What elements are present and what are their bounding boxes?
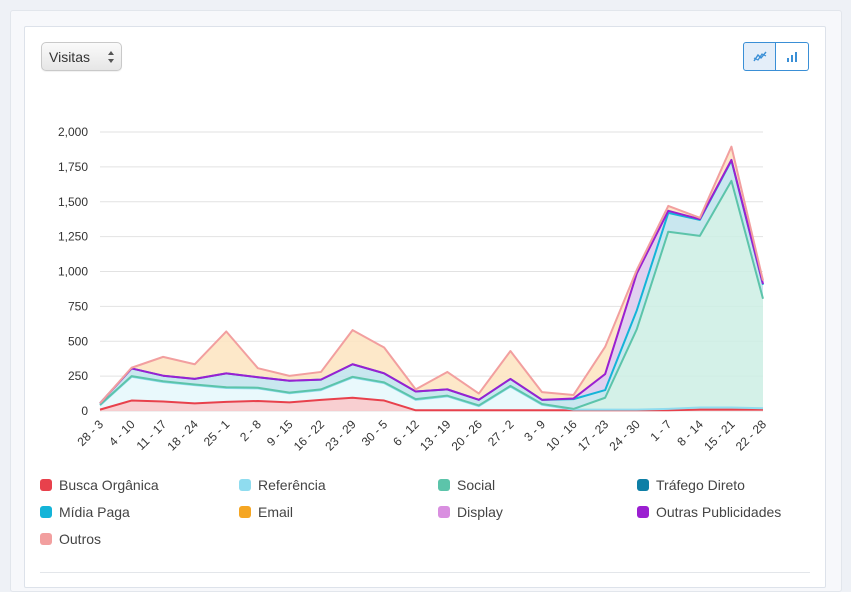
legend-swatch — [637, 506, 649, 518]
legend-swatch — [637, 479, 649, 491]
x-tick-label: 16 - 22 — [291, 417, 328, 454]
divider — [40, 572, 810, 573]
bar-chart-icon — [787, 51, 797, 62]
x-tick-label: 3 - 9 — [521, 417, 548, 444]
x-tick-label: 17 - 23 — [575, 417, 612, 454]
legend-item[interactable]: Outros — [40, 530, 239, 548]
bar-chart-button[interactable] — [776, 42, 809, 71]
legend-item[interactable]: Display — [438, 503, 637, 521]
line-chart-button[interactable] — [743, 42, 776, 71]
legend-label: Outros — [59, 531, 102, 547]
legend-swatch — [239, 506, 251, 518]
x-tick-label: 25 - 1 — [201, 417, 233, 449]
y-tick-label: 1,750 — [58, 160, 88, 174]
x-tick-label: 23 - 29 — [322, 417, 359, 454]
area-2 — [100, 180, 763, 410]
stacked-area-chart: 0 250 500 750 1,000 1,250 1,500 1,750 2,000 28 -… — [58, 125, 770, 454]
series-line-2[interactable] — [99, 179, 764, 410]
legend-item[interactable]: Email — [239, 503, 438, 521]
metric-select-value: Visitas — [49, 49, 90, 65]
y-tick-label: 500 — [68, 334, 88, 348]
legend-swatch — [40, 479, 52, 491]
x-tick-label: 30 - 5 — [359, 417, 391, 449]
y-tick-label: 2,000 — [58, 125, 88, 139]
legend-label: Tráfego Direto — [656, 477, 745, 493]
y-tick-label: 250 — [68, 369, 88, 383]
metric-select[interactable]: Visitas — [41, 42, 122, 71]
legend-swatch — [40, 533, 52, 545]
series-line-8[interactable] — [99, 145, 764, 404]
x-tick-label: 20 - 26 — [449, 417, 486, 454]
y-tick-label: 750 — [68, 299, 88, 313]
line-chart-icon — [752, 51, 767, 61]
x-tick-label: 11 - 17 — [134, 417, 170, 453]
x-tick-label: 27 - 2 — [485, 417, 517, 449]
legend-item[interactable]: Busca Orgânica — [40, 476, 239, 494]
legend-label: Outras Publicidades — [656, 504, 782, 520]
legend-label: Social — [457, 477, 496, 493]
y-tick-label: 1,250 — [58, 230, 88, 244]
legend-label: Busca Orgânica — [59, 477, 159, 493]
area-1 — [100, 376, 763, 411]
legend-label: Mídia Paga — [59, 504, 130, 520]
series-line-0[interactable] — [99, 396, 763, 412]
y-tick-label: 1,000 — [58, 265, 88, 279]
legend-label: Referência — [258, 477, 326, 493]
chart-legend: Busca Orgânica Referência Social Tráfego Di… — [40, 476, 830, 548]
series-line-7[interactable] — [99, 158, 764, 404]
legend-swatch — [438, 506, 450, 518]
legend-item[interactable]: Mídia Paga — [40, 503, 239, 521]
legend-item[interactable]: Referência — [239, 476, 438, 494]
legend-label: Display — [457, 504, 503, 520]
legend-label: Email — [258, 504, 294, 520]
y-tick-label: 1,500 — [58, 195, 88, 209]
legend-swatch — [40, 506, 52, 518]
x-tick-label: 2 - 8 — [237, 417, 264, 444]
x-tick-label: 15 - 21 — [701, 417, 738, 454]
y-axis: 0 250 500 750 1,000 1,250 1,500 1,750 2,000 — [58, 125, 88, 418]
y-tick-label: 0 — [81, 404, 88, 418]
chart-areas — [100, 146, 763, 411]
x-tick-label: 28 - 3 — [75, 417, 107, 449]
chart-type-toggle — [743, 42, 809, 71]
area-0 — [100, 397, 763, 411]
legend-item[interactable]: Social — [438, 476, 637, 494]
legend-swatch — [239, 479, 251, 491]
x-tick-label: 22 - 28 — [733, 417, 770, 454]
legend-item[interactable]: Tráfego Direto — [637, 476, 836, 494]
x-tick-label: 24 - 30 — [607, 417, 644, 454]
select-arrows-icon — [108, 51, 114, 63]
x-tick-label: 13 - 19 — [417, 417, 454, 454]
x-tick-label: 4 - 10 — [106, 417, 138, 449]
x-tick-label: 10 - 16 — [543, 417, 580, 454]
x-tick-label: 1 - 7 — [648, 417, 675, 444]
x-tick-label: 18 - 24 — [165, 417, 202, 454]
legend-swatch — [438, 479, 450, 491]
chart-lines — [99, 145, 764, 412]
legend-item[interactable]: Outras Publicidades — [637, 503, 836, 521]
